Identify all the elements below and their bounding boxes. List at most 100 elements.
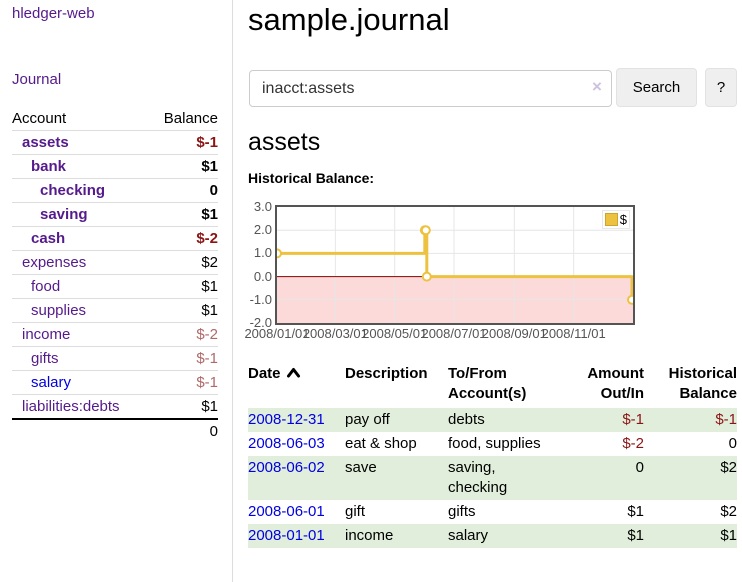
account-row: expenses $2 (12, 250, 218, 275)
account-balance: $1 (148, 298, 218, 323)
account-balance: $1 (148, 202, 218, 227)
account-link[interactable]: supplies (31, 302, 87, 319)
account-row: saving $1 (12, 202, 218, 227)
transaction-row: 2008-06-03 eat & shop food, supplies $-2… (248, 432, 737, 456)
account-heading: assets (248, 128, 321, 156)
transaction-date-link[interactable]: 2008-06-03 (248, 435, 325, 452)
account-balance: 0 (148, 178, 218, 203)
transaction-row: 2008-06-01 gift gifts $1 $2 (248, 500, 737, 524)
account-link[interactable]: cash (31, 230, 66, 247)
data-point-marker (627, 294, 633, 305)
account-link[interactable]: salary (31, 374, 72, 391)
transaction-balance: $2 (644, 456, 737, 500)
data-point-marker (277, 248, 282, 259)
transaction-balance: $-1 (644, 408, 737, 432)
search-button[interactable]: Search (616, 68, 697, 107)
page-title: sample.journal (248, 2, 450, 37)
y-tick-label: 3.0 (253, 199, 272, 214)
sidebar: hledger-web Journal Account Balance asse… (0, 0, 233, 582)
transactions-header-amount: Amount Out/In (587, 365, 644, 402)
account-balance: $1 (148, 154, 218, 179)
transactions-header-date[interactable]: Date (248, 362, 345, 408)
account-balance: $-1 (148, 346, 218, 371)
x-tick-label: 2008/03/01 (302, 326, 368, 341)
account-row: income $-2 (12, 322, 218, 347)
account-balance: $2 (148, 250, 218, 275)
accounts-total-row: 0 (12, 418, 218, 443)
transaction-date-link[interactable]: 2008-06-02 (248, 459, 325, 476)
account-link[interactable]: gifts (31, 350, 59, 367)
account-link[interactable]: food (31, 278, 61, 295)
transaction-description: gift (345, 503, 366, 520)
chart-plot-area: $ (275, 205, 635, 325)
account-balance: $1 (148, 394, 218, 419)
x-tick-label: 2008/05/01 (362, 326, 428, 341)
chart-legend: $ (601, 210, 630, 229)
legend-label: $ (619, 212, 627, 227)
account-balance: $-1 (148, 370, 218, 395)
transaction-amount: $1 (566, 524, 644, 548)
transaction-row: 2008-12-31 pay off debts $-1 $-1 (248, 408, 737, 432)
chart-canvas (277, 207, 633, 323)
transactions-header-accounts: To/From Account(s) (448, 365, 527, 402)
chart-title: Historical Balance: (248, 170, 375, 186)
accounts-table-body: assets $-1 bank $1 checking 0 saving $1 … (12, 131, 218, 419)
transactions-header-description: Description (345, 365, 428, 382)
account-balance: $-2 (148, 322, 218, 347)
help-button[interactable]: ? (705, 68, 737, 107)
app-title-link[interactable]: hledger-web (12, 5, 95, 22)
account-balance: $-2 (148, 226, 218, 251)
transaction-date-link[interactable]: 2008-12-31 (248, 411, 325, 428)
account-balance: $1 (148, 274, 218, 299)
account-row: food $1 (12, 274, 218, 299)
transaction-amount: 0 (566, 456, 644, 500)
transaction-amount: $-2 (622, 435, 644, 452)
transactions-table: Date Description To/From Account(s) Amou… (248, 362, 737, 548)
main-content: sample.journal × Search ? assets Histori… (244, 0, 737, 582)
transaction-date-link[interactable]: 2008-01-01 (248, 527, 325, 544)
account-link[interactable]: liabilities:debts (22, 398, 120, 415)
account-link[interactable]: expenses (22, 254, 87, 271)
transaction-accounts: salary (448, 524, 566, 548)
account-row: bank $1 (12, 154, 218, 179)
transaction-description: pay off (345, 408, 448, 432)
account-balance: $-1 (196, 134, 218, 151)
x-tick-label: 2008/07/01 (421, 326, 487, 341)
transactions-table-body: 2008-12-31 pay off debts $-1 $-1 2008-06… (248, 408, 737, 548)
account-row: gifts $-1 (12, 346, 218, 371)
account-link[interactable]: checking (40, 182, 106, 199)
account-row: checking 0 (12, 178, 218, 203)
transaction-accounts: debts (448, 408, 566, 432)
account-link[interactable]: income (22, 326, 71, 343)
transactions-header-row: Date Description To/From Account(s) Amou… (248, 362, 737, 408)
transactions-header-balance: Historical Balance (668, 365, 737, 402)
account-link[interactable]: assets (22, 134, 69, 151)
accounts-header-balance: Balance (148, 107, 218, 131)
nav-journal-link[interactable]: Journal (12, 71, 62, 88)
transaction-row: 2008-01-01 income salary $1 $1 (248, 524, 737, 548)
account-row: liabilities:debts $1 (12, 394, 218, 419)
transaction-amount: $-1 (566, 408, 644, 432)
transaction-balance: $2 (720, 503, 737, 520)
y-tick-label: 1.0 (253, 245, 272, 261)
transaction-description: income (345, 524, 448, 548)
data-point-marker (421, 271, 432, 282)
search-input[interactable] (249, 70, 612, 107)
account-row: supplies $1 (12, 298, 218, 323)
y-tick-label: -2.0 (249, 315, 272, 330)
clear-search-icon[interactable]: × (592, 77, 602, 96)
transaction-balance: 0 (728, 435, 737, 452)
accounts-header-account: Account (12, 107, 149, 131)
historical-balance-chart: 3.0 2.0 1.0 0.0 -1.0 -2.0 $ 2008/01/01 2008/03… (244, 199, 737, 347)
transaction-accounts: food, supplies (448, 435, 541, 452)
account-link[interactable]: saving (40, 206, 88, 223)
y-tick-label: -1.0 (249, 291, 272, 307)
account-link[interactable]: bank (31, 158, 67, 175)
y-tick-label: 0.0 (253, 268, 272, 284)
x-tick-label: 2008/11/01 (541, 326, 606, 341)
transaction-date-link[interactable]: 2008-06-01 (248, 503, 325, 520)
account-row: assets $-1 (12, 131, 218, 155)
x-tick-label: 2008/09/01 (481, 326, 547, 341)
y-tick-label: 2.0 (253, 222, 272, 238)
transaction-description: save (345, 456, 448, 500)
